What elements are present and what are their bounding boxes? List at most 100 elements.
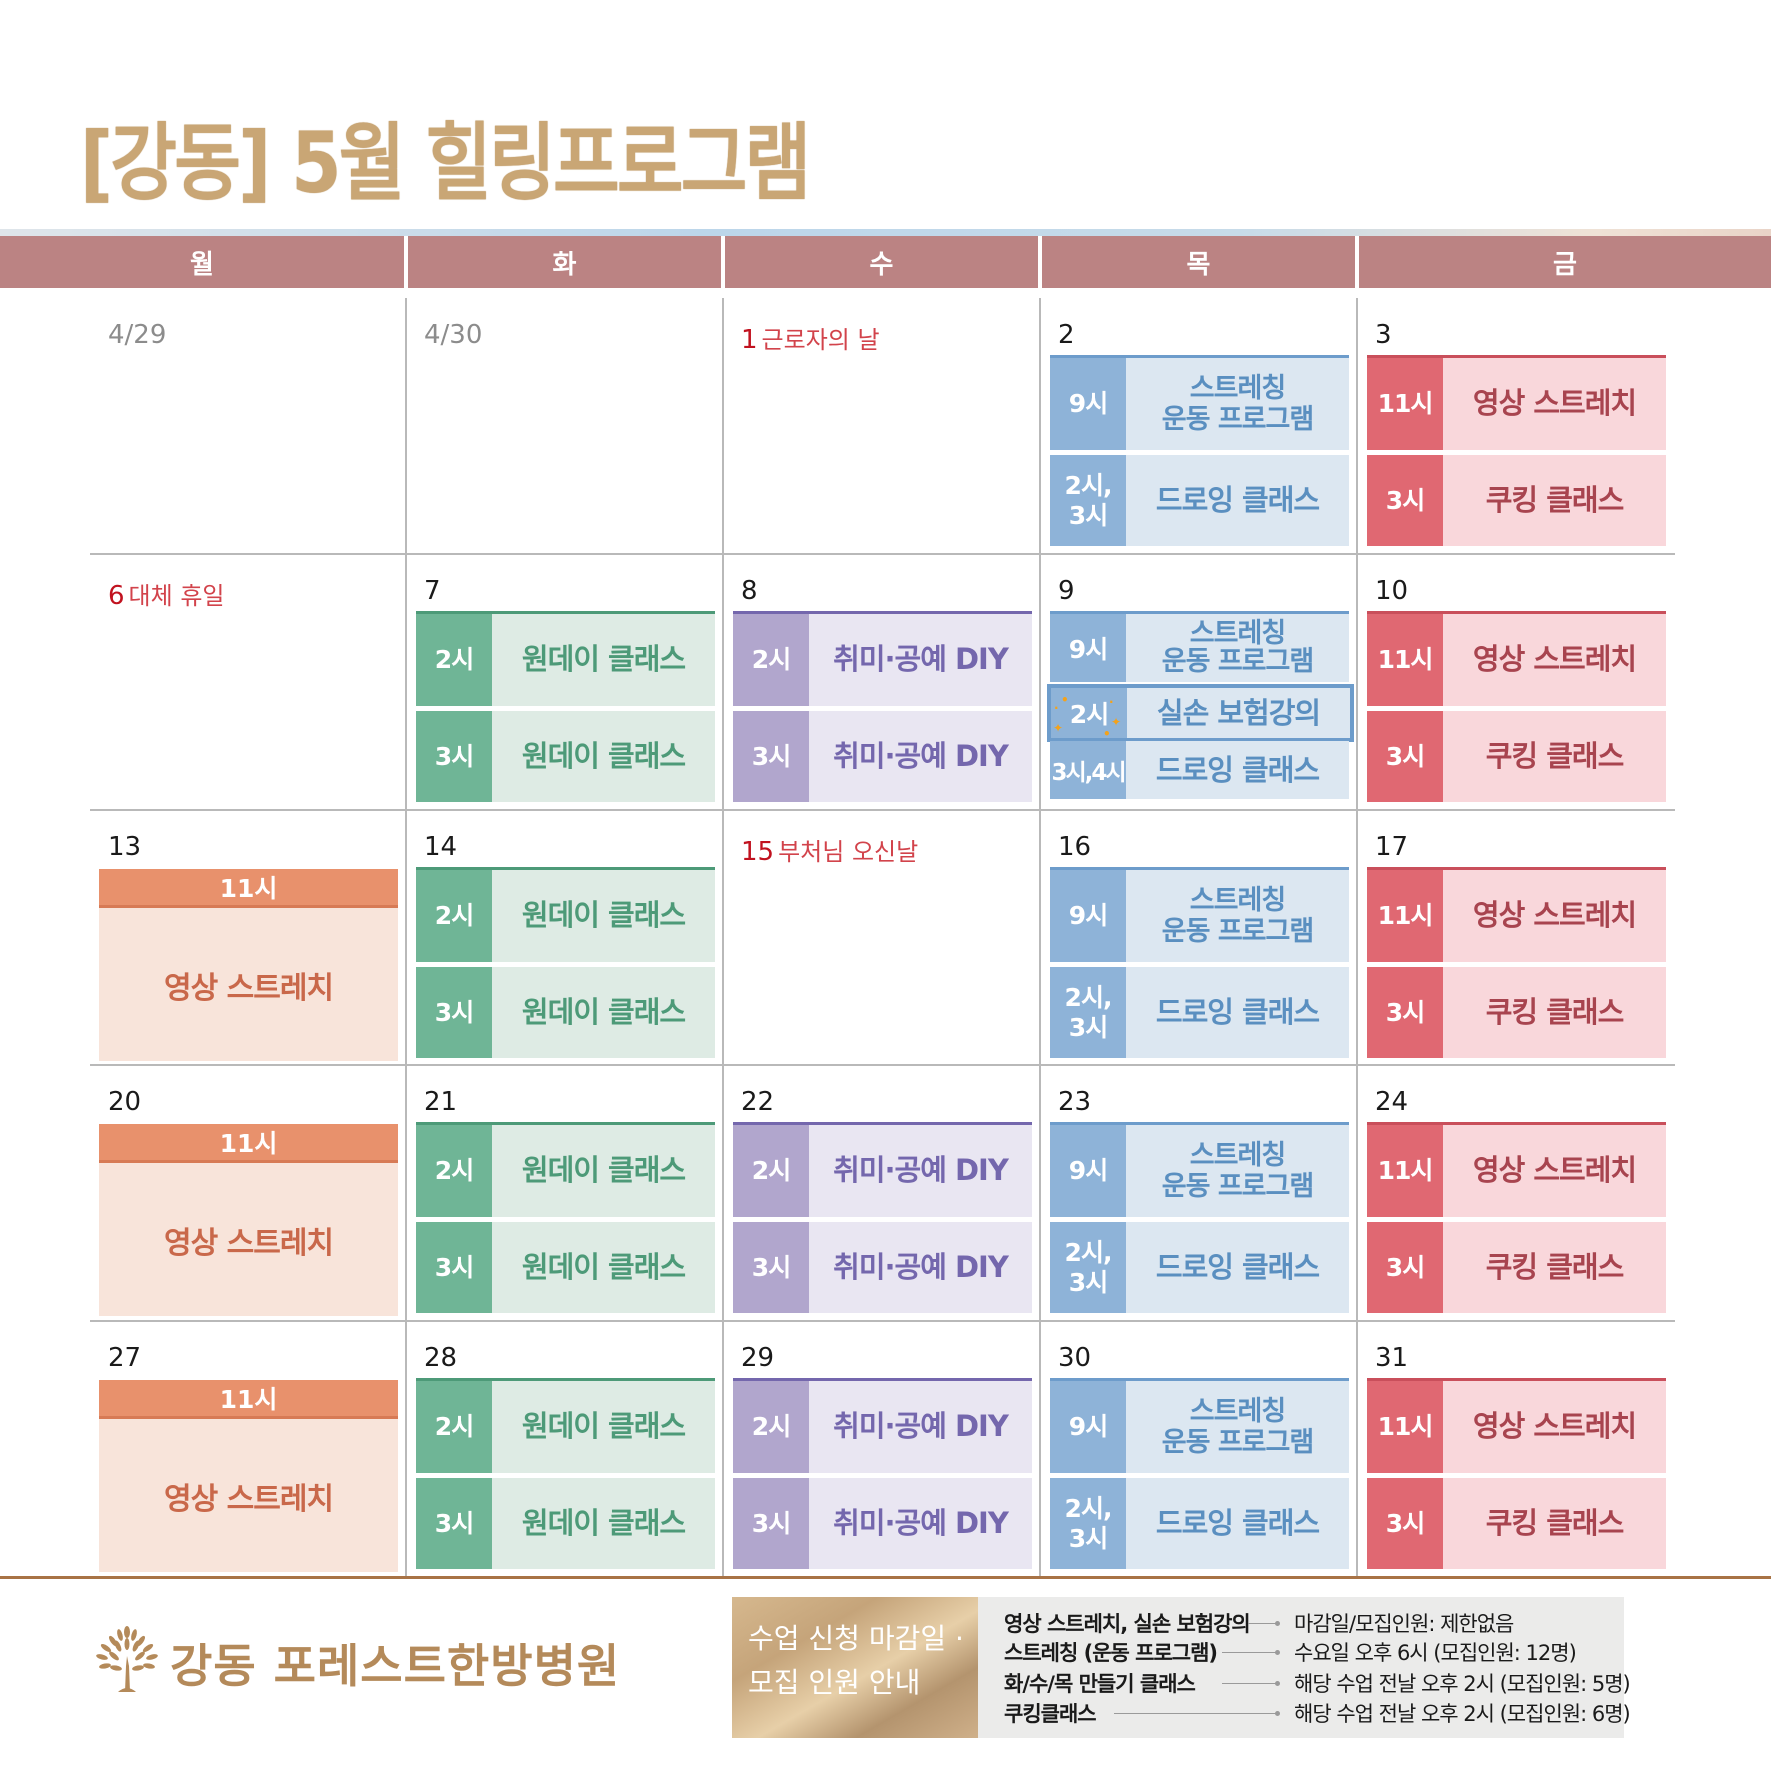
day-cell-22: 22 2시 취미·공예 DIY 3시 취미·공예 DIY xyxy=(723,1065,1040,1320)
event-block[interactable]: 3시 쿠킹 클래스 xyxy=(1367,1222,1666,1313)
event-time: 9시 xyxy=(1050,614,1126,682)
event-time: 9시 xyxy=(1050,358,1126,450)
arrow-line-icon xyxy=(1222,1681,1280,1686)
event-block[interactable]: 9시 스트레칭 운동 프로그램 xyxy=(1050,611,1349,682)
event-time: 11시 xyxy=(99,1380,398,1419)
event-name: 스트레칭 운동 프로그램 xyxy=(1126,1381,1349,1473)
grid-line xyxy=(1356,298,1358,1577)
event-name: 쿠킹 클래스 xyxy=(1443,711,1666,802)
event-block[interactable]: 9시 스트레칭 운동 프로그램 xyxy=(1050,1122,1349,1217)
date-number: 23 xyxy=(1058,1087,1092,1117)
event-block[interactable]: 3시 원데이 클래스 xyxy=(416,967,715,1058)
event-block[interactable]: 3시 원데이 클래스 xyxy=(416,1478,715,1569)
event-block[interactable]: 3시 취미·공예 DIY xyxy=(733,1478,1032,1569)
event-block[interactable]: 3시 쿠킹 클래스 xyxy=(1367,967,1666,1058)
event-name: 쿠킹 클래스 xyxy=(1443,1478,1666,1569)
day-cell-28: 28 2시 원데이 클래스 3시 원데이 클래스 xyxy=(406,1321,723,1576)
event-block[interactable]: 3시 쿠킹 클래스 xyxy=(1367,711,1666,802)
sparkle-icon: • xyxy=(1061,693,1069,707)
event-block[interactable]: 2시 원데이 클래스 xyxy=(416,867,715,962)
event-name: 영상 스트레치 xyxy=(1443,1125,1666,1217)
event-block[interactable]: 2시 취미·공예 DIY xyxy=(733,1122,1032,1217)
event-time: 11시 xyxy=(1367,870,1443,962)
event-block[interactable]: 2시 원데이 클래스 xyxy=(416,1378,715,1473)
date-label: 13 xyxy=(108,832,141,862)
event-block[interactable]: 11시 영상 스트레치 xyxy=(1367,867,1666,962)
event-name: 쿠킹 클래스 xyxy=(1443,967,1666,1058)
date-number: 9 xyxy=(1058,576,1075,606)
event-time: 3시 xyxy=(416,711,492,802)
event-name: 영상 스트레치 xyxy=(1443,358,1666,450)
date-number: 13 xyxy=(108,832,142,862)
weekday-header-mon: 월 xyxy=(0,236,404,288)
event-time: 3시 xyxy=(416,1478,492,1569)
day-cell-17: 17 11시 영상 스트레치 3시 쿠킹 클래스 xyxy=(1357,810,1674,1065)
event-block[interactable]: 3시 원데이 클래스 xyxy=(416,1222,715,1313)
date-label: 2 xyxy=(1058,320,1075,350)
date-number: 2 xyxy=(1058,320,1075,350)
date-label: 9 xyxy=(1058,576,1075,606)
event-time: 11시 xyxy=(99,1124,398,1163)
event-block[interactable]: 2시 취미·공예 DIY xyxy=(733,611,1032,706)
event-block[interactable]: 9시 스트레칭 운동 프로그램 xyxy=(1050,1378,1349,1473)
day-cell-4-30: 4/30 xyxy=(406,298,723,553)
date-number: 28 xyxy=(424,1343,458,1373)
date-label: 20 xyxy=(108,1087,141,1117)
notice-value: 마감일/모집인원: 제한없음 xyxy=(1294,1612,1514,1636)
day-cell-21: 21 2시 원데이 클래스 3시 원데이 클래스 xyxy=(406,1065,723,1320)
event-block[interactable]: 2시, 3시 드로잉 클래스 xyxy=(1050,1478,1349,1569)
date-label: 22 xyxy=(741,1087,774,1117)
date-label: 23 xyxy=(1058,1087,1091,1117)
event-block[interactable]: 2시, 3시 드로잉 클래스 xyxy=(1050,967,1349,1058)
event-time: 2시 xyxy=(733,614,809,706)
event-time: 11시 xyxy=(1367,358,1443,450)
event-name: 원데이 클래스 xyxy=(492,1222,715,1313)
event-block[interactable]: 9시 스트레칭 운동 프로그램 xyxy=(1050,867,1349,962)
notice-row: 스트레칭 (운동 프로그램) 수요일 오후 6시 (모집인원: 12명) xyxy=(1004,1638,1577,1666)
video-stretch-block[interactable]: 11시 영상 스트레치 xyxy=(99,869,398,1061)
event-name: 원데이 클래스 xyxy=(492,711,715,802)
event-block[interactable]: 11시 영상 스트레치 xyxy=(1367,355,1666,450)
day-cell-10: 10 11시 영상 스트레치 3시 쿠킹 클래스 xyxy=(1357,554,1674,809)
notice-title: 수업 신청 마감일 · 모집 인원 안내 xyxy=(732,1597,978,1738)
arrow-line-icon xyxy=(1248,1621,1280,1626)
date-label: 27 xyxy=(108,1343,141,1373)
event-block[interactable]: 9시 스트레칭 운동 프로그램 xyxy=(1050,355,1349,450)
event-time: 2시 xyxy=(733,1125,809,1217)
event-block[interactable]: 3시 원데이 클래스 xyxy=(416,711,715,802)
date-label: 29 xyxy=(741,1343,774,1373)
date-label: 4/29 xyxy=(108,320,166,350)
event-block[interactable]: 3시 취미·공예 DIY xyxy=(733,711,1032,802)
date-label: 24 xyxy=(1375,1087,1408,1117)
event-name: 원데이 클래스 xyxy=(492,870,715,962)
event-name: 영상 스트레치 xyxy=(1443,1381,1666,1473)
grid-line xyxy=(405,298,407,1577)
video-stretch-block[interactable]: 11시 영상 스트레치 xyxy=(99,1124,398,1316)
date-label: 17 xyxy=(1375,832,1408,862)
event-block[interactable]: 11시 영상 스트레치 xyxy=(1367,1122,1666,1217)
event-block[interactable]: 2시 · · ✦ ✦ • • 실손 보험강의 xyxy=(1047,684,1354,742)
event-block[interactable]: 2시 취미·공예 DIY xyxy=(733,1378,1032,1473)
event-block[interactable]: 2시, 3시 드로잉 클래스 xyxy=(1050,1222,1349,1313)
event-block[interactable]: 11시 영상 스트레치 xyxy=(1367,1378,1666,1473)
footer-divider xyxy=(0,1576,1771,1579)
event-name: 취미·공예 DIY xyxy=(809,711,1032,802)
date-label: 6 대체 휴일 xyxy=(108,576,225,611)
event-name: 스트레칭 운동 프로그램 xyxy=(1126,870,1349,962)
event-block[interactable]: 3시,4시 드로잉 클래스 xyxy=(1050,741,1349,799)
event-block[interactable]: 11시 영상 스트레치 xyxy=(1367,611,1666,706)
event-block[interactable]: 3시 쿠킹 클래스 xyxy=(1367,1478,1666,1569)
event-time: 2시, 3시 xyxy=(1050,1478,1126,1569)
event-block[interactable]: 2시, 3시 드로잉 클래스 xyxy=(1050,455,1349,546)
notice-row: 쿠킹클래스 해당 수업 전날 오후 2시 (모집인원: 6명) xyxy=(1004,1699,1631,1727)
date-number: 1 xyxy=(741,325,758,355)
video-stretch-block[interactable]: 11시 영상 스트레치 xyxy=(99,1380,398,1572)
event-name: 취미·공예 DIY xyxy=(809,1222,1032,1313)
notice-value: 해당 수업 전날 오후 2시 (모집인원: 5명) xyxy=(1294,1672,1631,1696)
event-block[interactable]: 3시 취미·공예 DIY xyxy=(733,1222,1032,1313)
event-block[interactable]: 2시 원데이 클래스 xyxy=(416,611,715,706)
sparkle-icon: ✦ xyxy=(1111,715,1121,729)
event-time: 3시 xyxy=(1367,1222,1443,1313)
event-block[interactable]: 2시 원데이 클래스 xyxy=(416,1122,715,1217)
event-block[interactable]: 3시 쿠킹 클래스 xyxy=(1367,455,1666,546)
